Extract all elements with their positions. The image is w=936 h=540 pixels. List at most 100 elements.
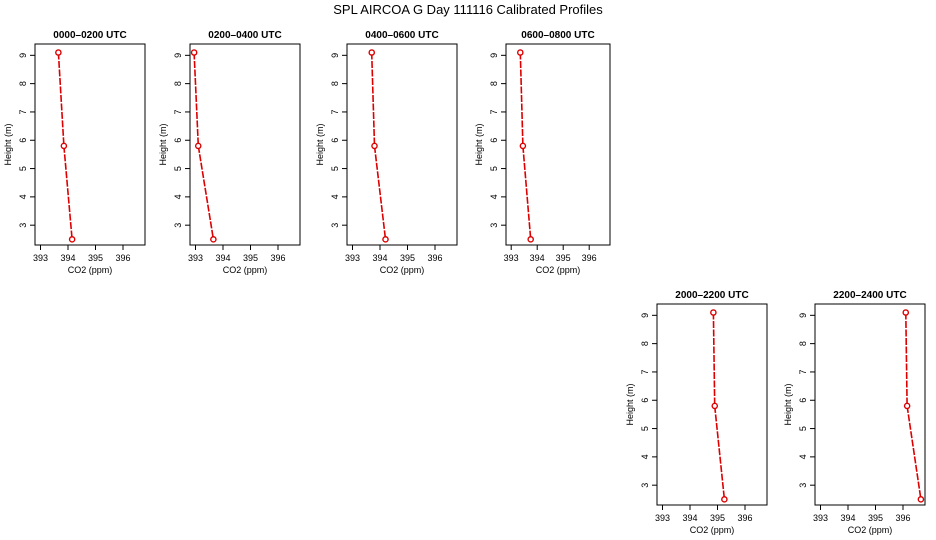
y-tick-label: 4 [330,194,340,199]
y-tick-label: 4 [18,194,28,199]
y-axis-label: Height (m) [3,123,13,165]
y-tick-label: 3 [489,223,499,228]
y-tick-label: 4 [640,454,650,459]
y-tick-label: 9 [18,53,28,58]
data-point [55,49,62,56]
y-tick-label: 3 [798,483,808,488]
panel-title: 2200–2400 UTC [833,290,906,301]
y-axis-label: Height (m) [315,123,325,165]
data-point [382,236,389,243]
x-tick-label: 395 [88,253,103,263]
y-tick-label: 8 [640,341,650,346]
x-tick-label: 394 [372,253,387,263]
panel-title: 0600–0800 UTC [521,30,594,41]
y-tick-label: 8 [173,81,183,86]
y-tick-label: 7 [18,109,28,114]
data-point [60,142,68,150]
profile-panel: 2000–2200 UTC 393 394 395 396 3 4 5 6 7 8 9 CO2 (ppm… [625,290,768,535]
profile-line [905,312,922,500]
x-axis-label: CO2 (ppm) [690,525,735,535]
x-tick-label: 396 [427,253,442,263]
y-tick-label: 9 [330,53,340,58]
y-tick-label: 7 [173,109,183,114]
x-tick-label: 394 [530,253,545,263]
x-tick-label: 393 [33,253,48,263]
y-tick-label: 6 [330,138,340,143]
x-tick-label: 395 [556,253,571,263]
profile-panel: 2200–2400 UTC 393 394 395 396 3 4 5 6 7 8 9 CO2 (ppm… [783,290,926,535]
x-tick-label: 394 [840,513,855,523]
data-point [517,49,524,56]
y-tick-label: 9 [489,53,499,58]
profile-panel: 0200–0400 UTC 393 394 395 396 3 4 5 6 7 8 9 CO2 (ppm… [158,30,301,275]
y-tick-label: 4 [173,194,183,199]
profile-line [193,52,215,240]
x-tick-label: 395 [710,513,725,523]
y-tick-label: 8 [330,81,340,86]
data-point [721,496,728,503]
y-tick-label: 7 [640,369,650,374]
figure-title: SPL AIRCOA G Day 111116 Calibrated Profi… [333,2,603,17]
data-point [371,142,378,150]
y-tick-label: 6 [18,138,28,143]
data-point [194,142,202,150]
x-tick-label: 393 [188,253,203,263]
y-tick-label: 7 [489,109,499,114]
y-tick-label: 5 [640,426,650,431]
x-tick-label: 396 [270,253,285,263]
x-axis-label: CO2 (ppm) [223,265,268,275]
y-tick-label: 3 [18,223,28,228]
y-tick-label: 8 [18,81,28,86]
x-tick-label: 393 [504,253,519,263]
x-axis-label: CO2 (ppm) [68,265,113,275]
profile-line [370,52,387,240]
panel-title: 0200–0400 UTC [208,30,281,41]
y-tick-label: 3 [640,483,650,488]
data-point [68,236,76,243]
y-tick-label: 7 [798,369,808,374]
x-tick-label: 393 [345,253,360,263]
x-tick-label: 396 [115,253,130,263]
y-tick-label: 8 [798,341,808,346]
data-point [711,402,719,410]
y-axis-label: Height (m) [625,383,635,425]
x-axis-label: CO2 (ppm) [536,265,581,275]
x-tick-label: 396 [895,513,910,523]
y-tick-label: 5 [173,166,183,171]
y-tick-label: 4 [798,454,808,459]
plot-frame [814,303,926,506]
y-axis-label: Height (m) [474,123,484,165]
y-tick-label: 5 [18,166,28,171]
data-point [917,496,925,503]
y-tick-label: 6 [489,138,499,143]
y-tick-label: 4 [489,194,499,199]
y-tick-label: 6 [173,138,183,143]
y-tick-label: 5 [798,426,808,431]
data-point [527,236,535,243]
profile-line [519,52,532,240]
x-tick-label: 394 [682,513,697,523]
x-axis-label: CO2 (ppm) [380,265,425,275]
data-point [368,49,376,56]
y-tick-label: 9 [640,313,650,318]
panel-title: 2000–2200 UTC [675,290,748,301]
profile-line [712,312,726,500]
y-axis-label: Height (m) [783,383,793,425]
profile-panel: 0000–0200 UTC 393 394 395 396 3 4 5 6 7 8 9 CO2 (ppm… [3,30,146,275]
profile-panel: 0600–0800 UTC 393 394 395 396 3 4 5 6 7 8 9 CO2 (ppm… [474,30,611,275]
panel-title: 0400–0600 UTC [365,30,438,41]
data-point [903,402,911,410]
data-point [710,309,717,316]
plot-frame [34,43,146,246]
data-point [902,309,910,316]
y-tick-label: 3 [330,223,340,228]
x-tick-label: 395 [868,513,883,523]
profile-panel: 0400–0600 UTC 393 394 395 396 3 4 5 6 7 8 9 CO2 (ppm… [315,30,458,275]
plot-frame [505,43,611,246]
x-tick-label: 395 [243,253,258,263]
y-tick-label: 8 [489,81,499,86]
y-tick-label: 3 [173,223,183,228]
x-tick-label: 396 [737,513,752,523]
